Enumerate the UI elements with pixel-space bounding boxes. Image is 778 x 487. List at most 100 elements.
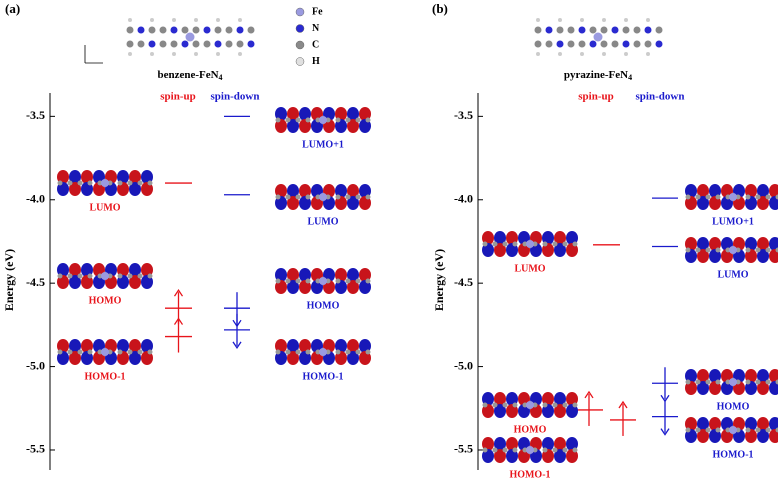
atom (214, 26, 222, 34)
atom (512, 402, 518, 408)
lobe (554, 449, 566, 463)
atom (275, 194, 281, 200)
atom (247, 26, 255, 34)
atom (87, 349, 93, 355)
atom (295, 117, 301, 123)
lobe (347, 268, 359, 282)
atom (117, 349, 123, 355)
y-tick-label: -5.5 (454, 442, 473, 456)
atom (355, 278, 361, 284)
level-label: HOMO-1 (712, 449, 753, 460)
atom (345, 117, 351, 123)
y-tick-label: -4.5 (26, 275, 45, 289)
lobe (347, 351, 359, 365)
series-header: spin-up (578, 91, 613, 103)
level-label: LUMO (717, 269, 748, 280)
atom (562, 241, 568, 247)
atom (552, 402, 558, 408)
atom (285, 194, 291, 200)
y-tick-label: -4.0 (454, 192, 473, 206)
atom (502, 241, 508, 247)
atom (236, 26, 244, 34)
atom (275, 349, 281, 355)
legend-label: Fe (312, 6, 323, 17)
atom (685, 194, 691, 200)
lobe (757, 249, 769, 263)
lobe (554, 231, 566, 245)
panel-label: (a) (5, 1, 20, 16)
atom (295, 278, 301, 284)
atom (181, 26, 189, 34)
y-tick-label: -5.5 (26, 442, 45, 456)
atom (126, 26, 134, 34)
atom (57, 273, 63, 279)
lobe (69, 263, 81, 277)
atom (181, 40, 189, 48)
spin-arrow-head (660, 428, 670, 436)
orbital-plot (275, 107, 371, 133)
atom (745, 427, 751, 433)
atom (542, 447, 548, 453)
legend-swatch (295, 7, 305, 17)
atom (319, 193, 327, 201)
atom (150, 18, 154, 22)
lobe (347, 196, 359, 210)
atom (77, 349, 83, 355)
lobe (494, 243, 506, 257)
lobe (697, 249, 709, 263)
atom (580, 52, 584, 56)
level-label: HOMO-1 (509, 469, 550, 480)
atom (536, 18, 540, 22)
lobe (697, 429, 709, 443)
lobe (287, 268, 299, 282)
orbital-plot (685, 369, 778, 395)
atom (305, 194, 311, 200)
atom (567, 26, 575, 34)
legend-swatch (295, 57, 305, 66)
atom (644, 26, 652, 34)
atom (558, 52, 562, 56)
atom (101, 179, 109, 187)
atom (305, 117, 311, 123)
atom (335, 117, 341, 123)
lobe (287, 280, 299, 294)
atom (203, 40, 211, 48)
atom (589, 26, 597, 34)
atom (216, 18, 220, 22)
atom (214, 40, 222, 48)
series-header: spin-down (211, 91, 260, 103)
legend-swatch (295, 24, 305, 33)
atom (572, 447, 578, 453)
atom (572, 241, 578, 247)
lobe (494, 449, 506, 463)
atom (67, 273, 73, 279)
atom (147, 273, 153, 279)
atom (345, 278, 351, 284)
atom (534, 26, 542, 34)
orbital-plot (685, 184, 778, 210)
lobe (129, 263, 141, 277)
atom (602, 52, 606, 56)
atom (355, 194, 361, 200)
lobe (287, 119, 299, 133)
atom (335, 194, 341, 200)
atom (57, 349, 63, 355)
atom (655, 26, 663, 34)
lobe (757, 369, 769, 383)
atom (67, 180, 73, 186)
atom (159, 26, 167, 34)
atom (695, 427, 701, 433)
lobe (697, 369, 709, 383)
atom (695, 247, 701, 253)
molecule-name-sub: 4 (628, 73, 632, 82)
lobe (347, 119, 359, 133)
atom (600, 40, 608, 48)
atom (172, 18, 176, 22)
atom (715, 427, 721, 433)
y-tick-label: -4.5 (454, 275, 473, 289)
lobe (769, 196, 778, 210)
atom (729, 246, 737, 254)
atom (137, 26, 145, 34)
atom (194, 52, 198, 56)
